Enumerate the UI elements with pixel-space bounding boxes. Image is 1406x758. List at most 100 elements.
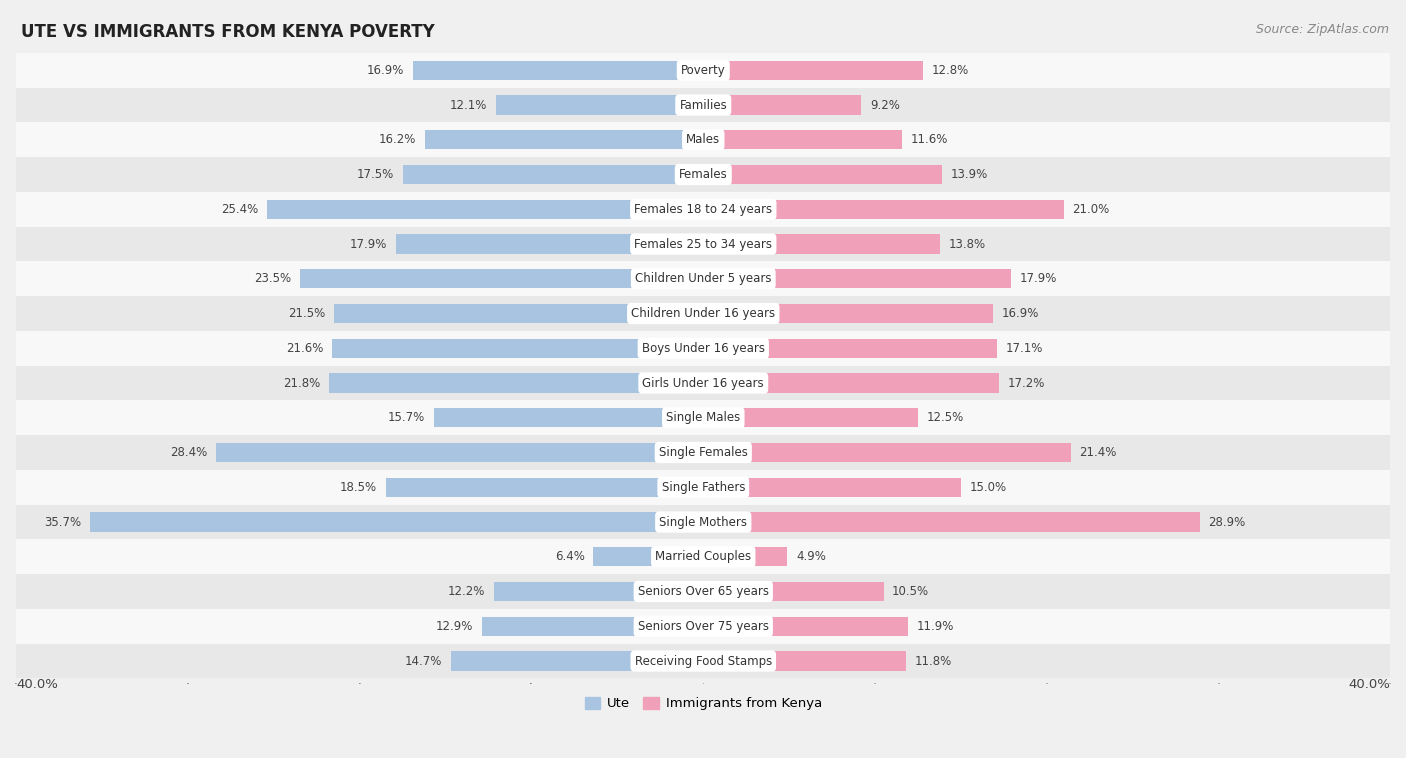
Bar bbox=[495, 96, 703, 114]
Text: 17.5%: 17.5% bbox=[357, 168, 394, 181]
Text: 16.9%: 16.9% bbox=[367, 64, 405, 77]
Bar bbox=[17, 365, 1391, 400]
Bar bbox=[17, 262, 1391, 296]
Bar bbox=[299, 269, 703, 288]
Text: 12.2%: 12.2% bbox=[449, 585, 485, 598]
Bar bbox=[703, 409, 918, 428]
Text: Girls Under 16 years: Girls Under 16 years bbox=[643, 377, 763, 390]
Text: 12.1%: 12.1% bbox=[450, 99, 486, 111]
Bar bbox=[17, 53, 1391, 88]
Bar bbox=[335, 304, 703, 323]
Text: Males: Males bbox=[686, 133, 720, 146]
Text: Females 18 to 24 years: Females 18 to 24 years bbox=[634, 203, 772, 216]
Text: 15.0%: 15.0% bbox=[969, 481, 1007, 493]
Text: 40.0%: 40.0% bbox=[1348, 678, 1391, 691]
Text: 17.2%: 17.2% bbox=[1007, 377, 1045, 390]
Text: 6.4%: 6.4% bbox=[555, 550, 585, 563]
Text: 35.7%: 35.7% bbox=[45, 515, 82, 528]
Text: 10.5%: 10.5% bbox=[893, 585, 929, 598]
Bar bbox=[494, 582, 703, 601]
Text: Single Mothers: Single Mothers bbox=[659, 515, 747, 528]
Bar bbox=[17, 122, 1391, 157]
Text: Females 25 to 34 years: Females 25 to 34 years bbox=[634, 237, 772, 251]
Bar bbox=[17, 470, 1391, 505]
Bar bbox=[332, 339, 703, 358]
Bar bbox=[703, 339, 997, 358]
Text: 18.5%: 18.5% bbox=[340, 481, 377, 493]
Bar bbox=[703, 512, 1199, 531]
Text: 21.6%: 21.6% bbox=[287, 342, 323, 355]
Text: Boys Under 16 years: Boys Under 16 years bbox=[641, 342, 765, 355]
Text: Seniors Over 75 years: Seniors Over 75 years bbox=[638, 620, 769, 633]
Bar bbox=[329, 374, 703, 393]
Text: 16.2%: 16.2% bbox=[380, 133, 416, 146]
Bar bbox=[215, 443, 703, 462]
Text: Poverty: Poverty bbox=[681, 64, 725, 77]
Bar bbox=[17, 435, 1391, 470]
Text: Receiving Food Stamps: Receiving Food Stamps bbox=[634, 655, 772, 668]
Text: Source: ZipAtlas.com: Source: ZipAtlas.com bbox=[1256, 23, 1389, 36]
Bar bbox=[703, 234, 941, 254]
Bar bbox=[17, 574, 1391, 609]
Bar bbox=[703, 165, 942, 184]
Text: 21.0%: 21.0% bbox=[1073, 203, 1109, 216]
Text: 15.7%: 15.7% bbox=[388, 412, 425, 424]
Text: 16.9%: 16.9% bbox=[1002, 307, 1039, 320]
Bar bbox=[17, 296, 1391, 331]
Text: 23.5%: 23.5% bbox=[254, 272, 291, 285]
Text: 40.0%: 40.0% bbox=[17, 678, 58, 691]
Text: Single Males: Single Males bbox=[666, 412, 741, 424]
Bar bbox=[396, 234, 703, 254]
Bar bbox=[17, 227, 1391, 262]
Text: 21.5%: 21.5% bbox=[288, 307, 326, 320]
Text: 28.9%: 28.9% bbox=[1208, 515, 1246, 528]
Bar bbox=[703, 269, 1011, 288]
Text: Children Under 16 years: Children Under 16 years bbox=[631, 307, 775, 320]
Text: 17.9%: 17.9% bbox=[1019, 272, 1056, 285]
Bar bbox=[703, 547, 787, 566]
Bar bbox=[482, 617, 703, 636]
Bar bbox=[17, 505, 1391, 540]
Bar bbox=[703, 61, 924, 80]
Text: Single Fathers: Single Fathers bbox=[662, 481, 745, 493]
Text: Single Females: Single Females bbox=[659, 446, 748, 459]
Legend: Ute, Immigrants from Kenya: Ute, Immigrants from Kenya bbox=[579, 691, 827, 716]
Bar bbox=[703, 443, 1071, 462]
Text: 12.9%: 12.9% bbox=[436, 620, 474, 633]
Bar bbox=[17, 157, 1391, 192]
Bar bbox=[703, 478, 960, 496]
Bar bbox=[703, 374, 998, 393]
Text: 25.4%: 25.4% bbox=[221, 203, 259, 216]
Text: 4.9%: 4.9% bbox=[796, 550, 825, 563]
Text: 17.1%: 17.1% bbox=[1005, 342, 1043, 355]
Text: 9.2%: 9.2% bbox=[870, 99, 900, 111]
Bar bbox=[267, 199, 703, 219]
Bar bbox=[17, 88, 1391, 122]
Text: 12.8%: 12.8% bbox=[932, 64, 969, 77]
Bar bbox=[17, 192, 1391, 227]
Text: 14.7%: 14.7% bbox=[405, 655, 443, 668]
Text: 13.8%: 13.8% bbox=[949, 237, 986, 251]
Bar bbox=[703, 651, 905, 671]
Text: 21.4%: 21.4% bbox=[1080, 446, 1116, 459]
Bar bbox=[425, 130, 703, 149]
Text: Married Couples: Married Couples bbox=[655, 550, 751, 563]
Text: UTE VS IMMIGRANTS FROM KENYA POVERTY: UTE VS IMMIGRANTS FROM KENYA POVERTY bbox=[21, 23, 434, 41]
Text: Seniors Over 65 years: Seniors Over 65 years bbox=[638, 585, 769, 598]
Bar bbox=[17, 540, 1391, 574]
Bar bbox=[703, 617, 908, 636]
Text: 11.8%: 11.8% bbox=[914, 655, 952, 668]
Bar bbox=[17, 331, 1391, 365]
Text: Children Under 5 years: Children Under 5 years bbox=[636, 272, 772, 285]
Bar bbox=[703, 199, 1064, 219]
Bar bbox=[385, 478, 703, 496]
Text: Females: Females bbox=[679, 168, 728, 181]
Bar bbox=[17, 644, 1391, 678]
Bar bbox=[703, 96, 862, 114]
Bar bbox=[402, 165, 703, 184]
Text: 12.5%: 12.5% bbox=[927, 412, 963, 424]
Bar bbox=[593, 547, 703, 566]
Bar bbox=[90, 512, 703, 531]
Text: 28.4%: 28.4% bbox=[170, 446, 207, 459]
Bar bbox=[17, 609, 1391, 644]
